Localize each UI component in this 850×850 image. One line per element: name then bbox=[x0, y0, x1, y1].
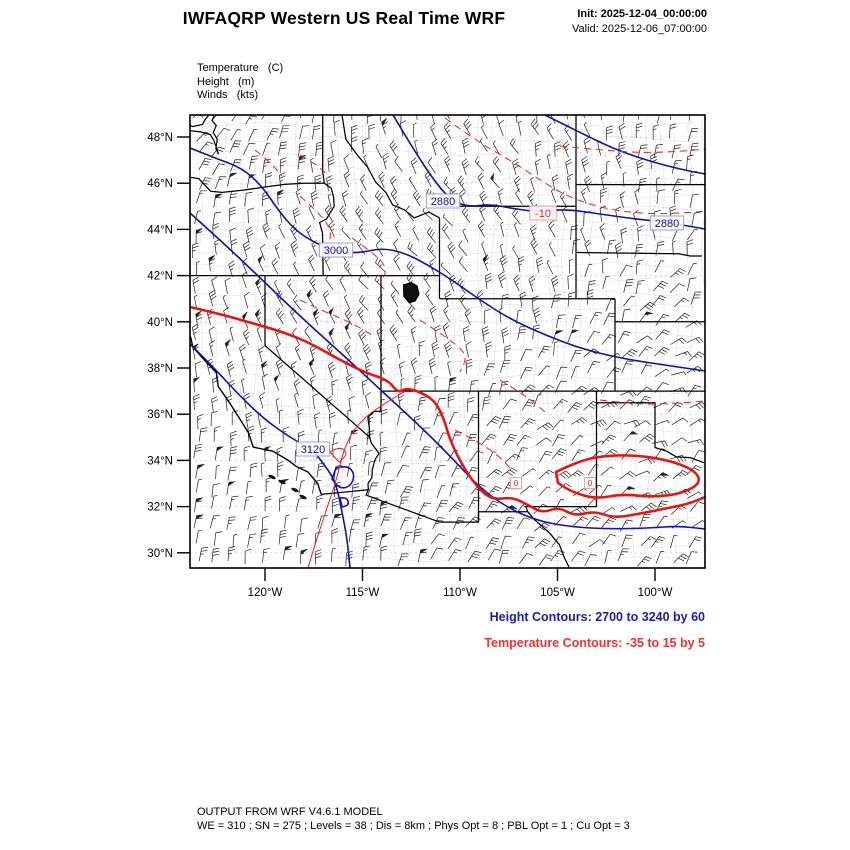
lat-tick-label: 30°N bbox=[147, 548, 173, 560]
init-label: Init: bbox=[577, 8, 598, 20]
temperature-contour-label: -10 bbox=[529, 205, 557, 221]
lon-tick-label: 105°W bbox=[540, 587, 575, 599]
temperature-contour-label: 0 bbox=[584, 477, 596, 489]
temperature-contours-thick bbox=[190, 305, 705, 518]
svg-text:0: 0 bbox=[514, 479, 519, 488]
lat-tick-label: 46°N bbox=[147, 178, 173, 190]
state-borders bbox=[190, 115, 705, 568]
lat-tick-label: 42°N bbox=[147, 271, 173, 283]
lat-tick-label: 44°N bbox=[147, 224, 173, 236]
height-contour-label: 2880 bbox=[649, 215, 685, 231]
init-time: Init: 2025-12-04_00:00:00 bbox=[572, 7, 707, 22]
svg-text:0: 0 bbox=[588, 479, 593, 488]
contour-labels: 2880 2880 3000 3120 -10 0 0 bbox=[295, 193, 685, 489]
footer-model-config: WE = 310 ; SN = 275 ; Levels = 38 ; Dis … bbox=[197, 820, 630, 832]
field-legend: Temperature (C) Height (m) Winds (kts) bbox=[197, 62, 283, 103]
height-contours bbox=[190, 115, 705, 568]
lon-tick-label: 100°W bbox=[638, 587, 673, 599]
lat-tick-label: 36°N bbox=[147, 409, 173, 421]
lon-tick-label: 120°W bbox=[248, 587, 283, 599]
lat-tick-label: 38°N bbox=[147, 363, 173, 375]
svg-text:3120: 3120 bbox=[301, 444, 325, 456]
map-frame bbox=[189, 114, 706, 569]
lat-tick-label: 32°N bbox=[147, 502, 173, 514]
legend-height: Height (m) bbox=[197, 75, 255, 88]
init-valid-block: Init: 2025-12-04_00:00:00 Valid: 2025-12… bbox=[572, 7, 707, 37]
valid-label: Valid: bbox=[572, 23, 599, 35]
lon-tick-label: 115°W bbox=[346, 587, 380, 599]
valid-time: Valid: 2025-12-06_07:00:00 bbox=[572, 22, 707, 37]
wind-barbs bbox=[191, 115, 705, 567]
height-contour-label: 3120 bbox=[295, 441, 331, 457]
valid-value: 2025-12-06_07:00:00 bbox=[601, 23, 707, 35]
temperature-contours-caption: Temperature Contours: -35 to 15 by 5 bbox=[484, 636, 705, 650]
footer-model-version: OUTPUT FROM WRF V4.6.1 MODEL bbox=[197, 806, 383, 818]
svg-text:2880: 2880 bbox=[655, 218, 679, 230]
lat-tick-label: 34°N bbox=[147, 455, 173, 467]
height-contours-caption: Height Contours: 2700 to 3240 by 60 bbox=[489, 610, 705, 624]
lon-tick-label: 110°W bbox=[443, 587, 477, 599]
lat-axis: 48°N 46°N 44°N 42°N 40°N 38°N 36°N 34°N 32°N 30°N bbox=[147, 132, 190, 560]
temperature-contour-label: 0 bbox=[510, 477, 522, 489]
coastline bbox=[190, 115, 322, 495]
svg-text:3000: 3000 bbox=[324, 245, 348, 257]
lat-tick-label: 40°N bbox=[147, 317, 173, 329]
page-title: IWFAQRP Western US Real Time WRF bbox=[182, 8, 506, 28]
svg-text:-10: -10 bbox=[535, 208, 551, 220]
height-contour-label: 2880 bbox=[425, 193, 461, 209]
channel-islands bbox=[268, 474, 307, 500]
legend-winds: Winds (kts) bbox=[197, 89, 259, 101]
height-contour-label: 3000 bbox=[318, 242, 354, 258]
map-layers: 2880 2880 3000 3120 -10 0 0 bbox=[190, 115, 705, 568]
init-value: 2025-12-04_00:00:00 bbox=[600, 8, 707, 20]
lon-axis: 120°W 115°W 110°W 105°W 100°W bbox=[248, 568, 673, 599]
great-salt-lake bbox=[402, 281, 420, 304]
lat-tick-label: 48°N bbox=[147, 132, 173, 144]
legend-temperature: Temperature (C) bbox=[197, 62, 284, 74]
temperature-contours-thin bbox=[254, 117, 705, 568]
svg-text:2880: 2880 bbox=[431, 196, 455, 208]
